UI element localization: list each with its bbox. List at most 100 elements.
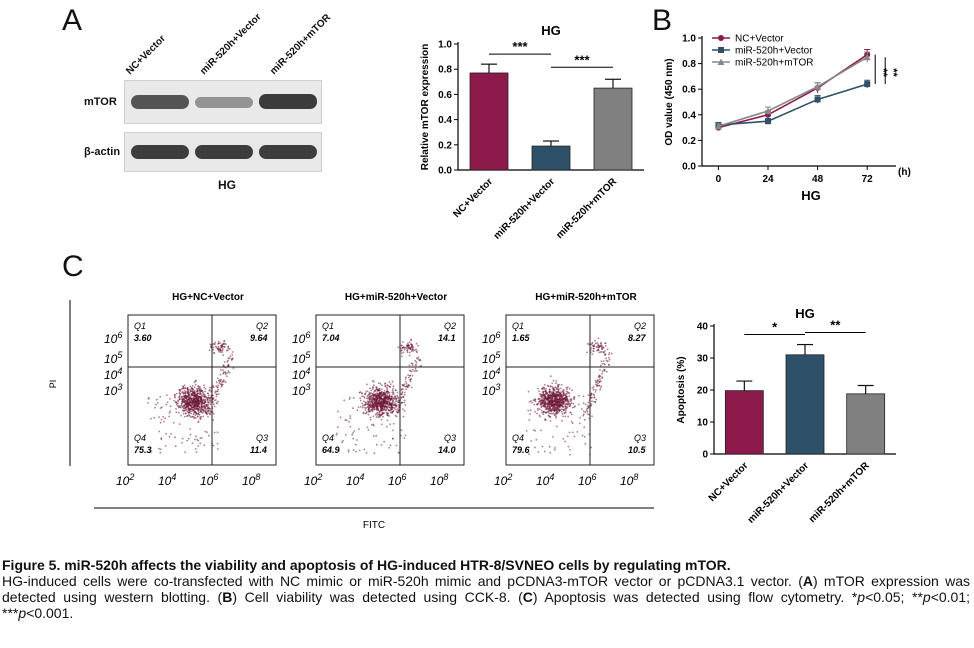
- x-tick-label: 104: [536, 472, 554, 488]
- outer-y-label: PI: [48, 380, 58, 389]
- event-dot: [397, 401, 400, 404]
- event-dot: [590, 403, 593, 406]
- event-dot: [374, 389, 377, 392]
- event-dot: [193, 402, 196, 405]
- quadrant-value: 8.27: [628, 333, 647, 343]
- event-dot: [391, 396, 394, 398]
- plot-title: HG+miR-520h+Vector: [345, 292, 447, 303]
- event-dot: [203, 393, 206, 396]
- event-dot: [404, 378, 407, 380]
- event-dot: [190, 412, 193, 415]
- event-dot: [583, 418, 586, 421]
- event-dot: [600, 345, 602, 347]
- bar: [785, 354, 825, 455]
- data-point: [714, 122, 722, 130]
- event-dot: [387, 404, 389, 407]
- event-dot: [608, 364, 610, 366]
- event-dot: [551, 406, 554, 409]
- event-dot: [396, 408, 399, 410]
- event-dot: [183, 384, 186, 387]
- event-dot: [208, 399, 211, 402]
- event-dot: [571, 431, 574, 434]
- event-dot: [169, 398, 171, 400]
- event-dot: [335, 434, 338, 436]
- event-dot: [379, 410, 381, 413]
- event-dot: [570, 420, 573, 423]
- western-blot: NC+Vector miR-520h+Vector miR-520h+mTOR …: [80, 12, 340, 200]
- event-dot: [193, 438, 196, 441]
- event-dot: [193, 389, 196, 392]
- event-dot: [538, 408, 541, 410]
- event-dot: [564, 415, 567, 418]
- blot-band: [131, 95, 189, 109]
- event-dot: [567, 445, 570, 448]
- event-dot: [406, 351, 409, 354]
- event-dot: [204, 399, 207, 402]
- event-dot: [410, 350, 413, 353]
- event-dot: [561, 404, 564, 407]
- event-dot: [180, 388, 183, 390]
- event-dot: [392, 404, 395, 406]
- event-dot: [368, 407, 371, 410]
- event-dot: [178, 398, 181, 401]
- event-dot: [568, 431, 571, 434]
- event-dot: [530, 400, 532, 402]
- legend-label: NC+Vector: [735, 34, 784, 45]
- event-dot: [369, 402, 372, 405]
- event-dot: [409, 351, 411, 354]
- x-tick-label: NC+Vector: [451, 176, 495, 220]
- significance-label: ***: [512, 39, 528, 54]
- event-dot: [539, 393, 541, 395]
- event-dot: [358, 428, 360, 431]
- event-dot: [367, 413, 370, 416]
- event-dot: [601, 372, 604, 375]
- event-dot: [349, 426, 352, 428]
- event-dot: [563, 391, 565, 393]
- event-dot: [372, 384, 375, 387]
- event-dot: [362, 411, 365, 414]
- event-dot: [160, 418, 163, 421]
- event-dot: [203, 407, 206, 409]
- significance-label: **: [877, 68, 889, 77]
- event-dot: [372, 404, 375, 407]
- x-tick-label: 106: [578, 472, 596, 488]
- event-dot: [599, 375, 602, 378]
- event-dot: [378, 396, 380, 398]
- event-dot: [193, 381, 196, 384]
- event-dot: [545, 388, 548, 390]
- y-tick-label: 20: [697, 386, 709, 397]
- event-dot: [221, 349, 224, 352]
- event-dot: [375, 404, 378, 407]
- quadrant-name: Q1: [512, 321, 524, 331]
- event-dot: [528, 400, 531, 403]
- event-dot: [576, 431, 579, 433]
- event-dot: [191, 400, 194, 403]
- bar: [469, 72, 509, 171]
- event-dot: [181, 399, 184, 402]
- event-dot: [181, 402, 184, 405]
- event-dot: [212, 394, 214, 397]
- event-dot: [392, 429, 394, 432]
- event-dot: [549, 451, 552, 454]
- event-dot: [337, 410, 339, 413]
- event-dot: [397, 399, 400, 402]
- event-dot: [402, 388, 404, 390]
- event-dot: [218, 351, 220, 353]
- blot-row-label: β-actin: [84, 146, 121, 158]
- event-dot: [555, 412, 557, 414]
- event-dot: [383, 391, 386, 394]
- event-dot: [373, 399, 376, 402]
- event-dot: [200, 403, 203, 406]
- event-dot: [566, 435, 569, 438]
- event-dot: [188, 396, 191, 399]
- event-dot: [393, 393, 395, 395]
- event-dot: [154, 406, 157, 409]
- event-dot: [386, 386, 388, 389]
- event-dot: [411, 345, 414, 348]
- event-dot: [529, 409, 532, 412]
- quadrant-value: 79.6: [512, 445, 531, 455]
- quadrant-value: 7.04: [322, 333, 340, 343]
- event-dot: [158, 430, 161, 433]
- event-dot: [196, 390, 199, 392]
- event-dot: [598, 351, 601, 354]
